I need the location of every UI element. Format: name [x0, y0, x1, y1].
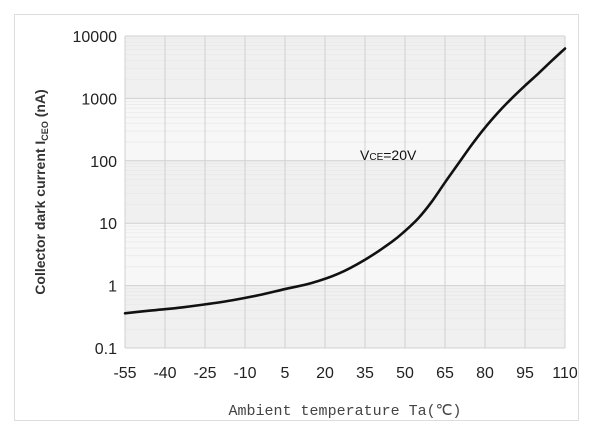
y-tick-label: 10000 — [73, 29, 118, 46]
y-axis-title-main: Collector dark current I — [32, 141, 48, 295]
y-tick-label: 100 — [90, 154, 117, 171]
annotation-sub: CE — [369, 152, 383, 163]
x-tick-label: 65 — [436, 365, 454, 382]
x-tick-label: -25 — [193, 365, 216, 382]
x-tick-label: 5 — [281, 365, 290, 382]
x-tick-label: 20 — [316, 365, 334, 382]
x-tick-label: -10 — [233, 365, 256, 382]
vce-annotation: VCE=20V — [360, 147, 417, 163]
y-tick-label: 1 — [108, 279, 117, 296]
x-tick-label: 95 — [516, 365, 534, 382]
decade-band — [125, 36, 565, 99]
x-tick-label: 110 — [552, 365, 578, 382]
chart-frame — [14, 14, 579, 421]
y-axis-title: Collector dark current ICEO (nA) — [32, 89, 50, 294]
decade-band — [125, 160, 565, 224]
y-tick-label: 1000 — [81, 91, 117, 108]
dark-current-curve — [123, 47, 567, 315]
x-tick-label: 50 — [396, 365, 414, 382]
annotation-main: V — [360, 147, 370, 163]
decade-band — [125, 285, 565, 348]
y-axis-title-unit: (nA) — [32, 89, 48, 121]
y-tick-label: 0.1 — [95, 341, 117, 358]
annotation-rest: =20V — [383, 147, 417, 163]
plot-bands — [125, 36, 565, 348]
y-axis-title-sub: CEO — [40, 121, 50, 141]
x-tick-label: 35 — [356, 365, 374, 382]
x-tick-label: -40 — [153, 365, 176, 382]
y-tick-label: 10 — [99, 216, 117, 233]
x-tick-label: 80 — [476, 365, 494, 382]
y-axis-ticks: 0.1 1 10 100 1000 10000 — [73, 29, 118, 358]
x-axis-ticks: -55 -40 -25 -10 5 20 35 50 65 80 95 110 — [113, 365, 577, 382]
minor-grid — [125, 38, 565, 330]
x-tick-label: -55 — [113, 365, 136, 382]
x-axis-title: Ambient temperature Ta(℃) — [229, 403, 462, 420]
major-grid — [124, 35, 566, 349]
